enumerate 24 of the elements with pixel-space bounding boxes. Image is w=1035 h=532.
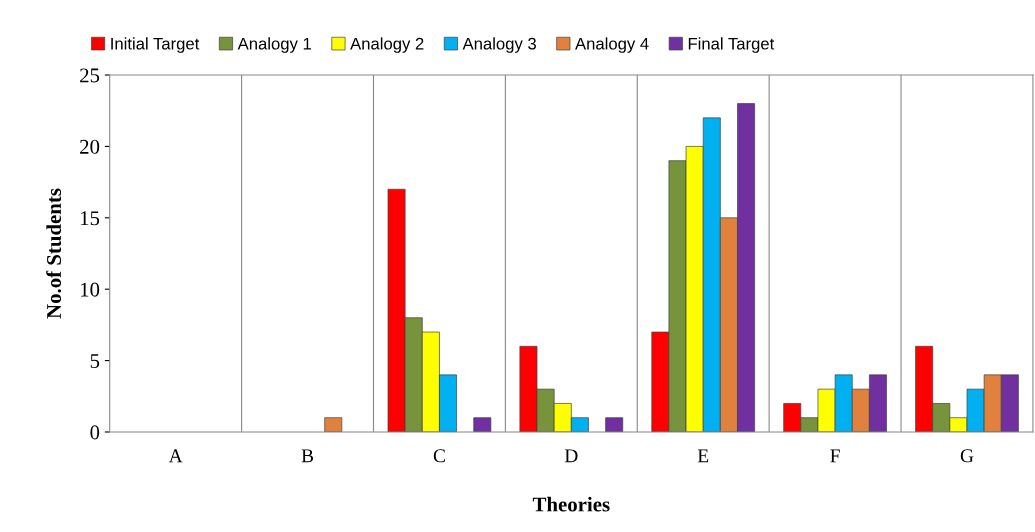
y-tick-label: 15 [80,211,100,226]
y-tick-label: 10 [80,282,100,297]
legend-label: Analogy 3 [462,37,536,53]
x-tick-label: D [564,449,578,463]
y-tick-label: 25 [80,68,100,83]
x-tick-label: G [960,449,974,463]
legend-label: Initial Target [111,37,200,53]
y-tick-label: 5 [90,354,100,369]
x-tick-label: F [830,449,840,463]
y-axis-title: No.of Students [46,188,62,319]
bar [324,417,343,432]
x-tick-label: B [301,449,314,463]
y-tick-label: 20 [80,139,100,154]
y-tick-label: 0 [90,425,100,440]
legend-label: Analogy 1 [237,37,311,53]
bar [605,417,624,432]
x-tick-label: C [433,449,445,463]
x-tick-label: E [697,449,709,463]
legend-label: Analogy 4 [575,37,649,53]
legend-label: Final Target [688,37,775,53]
x-tick-label: A [168,449,183,463]
legend-label: Analogy 2 [350,37,424,53]
bar [473,417,492,432]
x-axis-title: Theories [532,496,610,512]
